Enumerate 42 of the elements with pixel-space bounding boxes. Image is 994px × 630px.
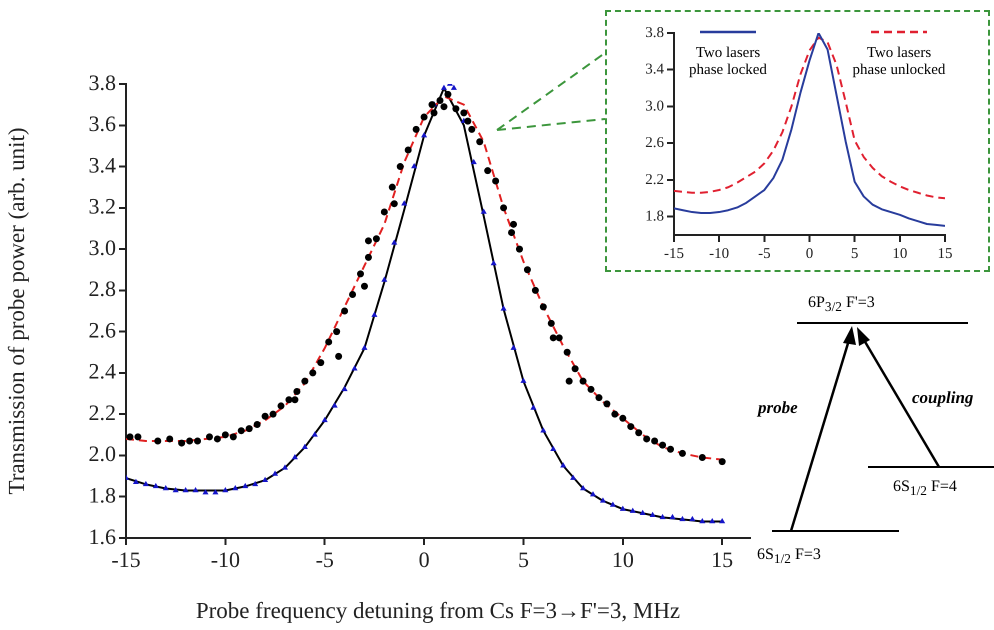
legend-label: Two lasers phase locked [688, 45, 768, 79]
x-tick-label: 5 [518, 546, 529, 572]
legend-label: Two lasers phase unlocked [852, 45, 946, 79]
x-tick-label: 10 [612, 546, 634, 572]
text: 6P$_{3/2}$ F'=3 [808, 294, 875, 316]
text: 6S$_{1/2}$ F=4 [893, 478, 957, 500]
y-tick-label: 2.6 [88, 317, 116, 342]
x-tick-label: -10 [709, 246, 730, 262]
y-tick-label: 2.2 [645, 172, 664, 188]
y-tick-label: 2.0 [88, 441, 116, 466]
y-tick-label: 2.2 [88, 400, 116, 425]
x-tick-label: 0 [418, 546, 430, 572]
x-tick-label: 0 [806, 246, 814, 262]
y-tick-label: 3.0 [88, 234, 116, 260]
y-tick-label: 2.4 [88, 358, 116, 384]
x-tick-label: -10 [210, 546, 240, 572]
y-tick-label: 3.0 [645, 98, 664, 114]
line-series [674, 36, 945, 200]
x-axis-title: Probe frequency detuning from Cs F=3→F'=3, MHz [196, 598, 680, 624]
text: coupling [912, 388, 974, 408]
y-tick-label: 3.4 [645, 62, 664, 78]
y-tick-label: 2.8 [88, 276, 116, 302]
y-tick-label: 3.4 [88, 152, 116, 178]
y-tick-label: 2.6 [645, 135, 664, 152]
text: 6S$_{1/2}$ F=3 [757, 546, 821, 568]
y-tick-label: 3.6 [88, 111, 116, 136]
x-tick-label: 5 [850, 246, 858, 262]
y-axis-title: Transmission of probe power (arb. unit) [4, 127, 29, 495]
y-tick-label: 1.8 [88, 482, 116, 508]
y-tick-label: 3.8 [88, 70, 116, 95]
y-tick-label: 1.8 [645, 208, 664, 225]
x-tick-label: -5 [316, 546, 334, 572]
y-tick-label: 1.6 [88, 524, 116, 549]
y-tick-label: 3.2 [88, 194, 116, 219]
x-tick-label: -15 [111, 546, 141, 572]
x-tick-label: -5 [758, 246, 771, 262]
y-tick-label: 3.8 [645, 24, 664, 41]
x-tick-label: 15 [938, 246, 952, 262]
x-tick-label: 10 [892, 246, 908, 262]
x-tick-label: -15 [664, 246, 684, 262]
x-tick-label: 15 [711, 546, 734, 572]
text: probe [758, 398, 798, 418]
